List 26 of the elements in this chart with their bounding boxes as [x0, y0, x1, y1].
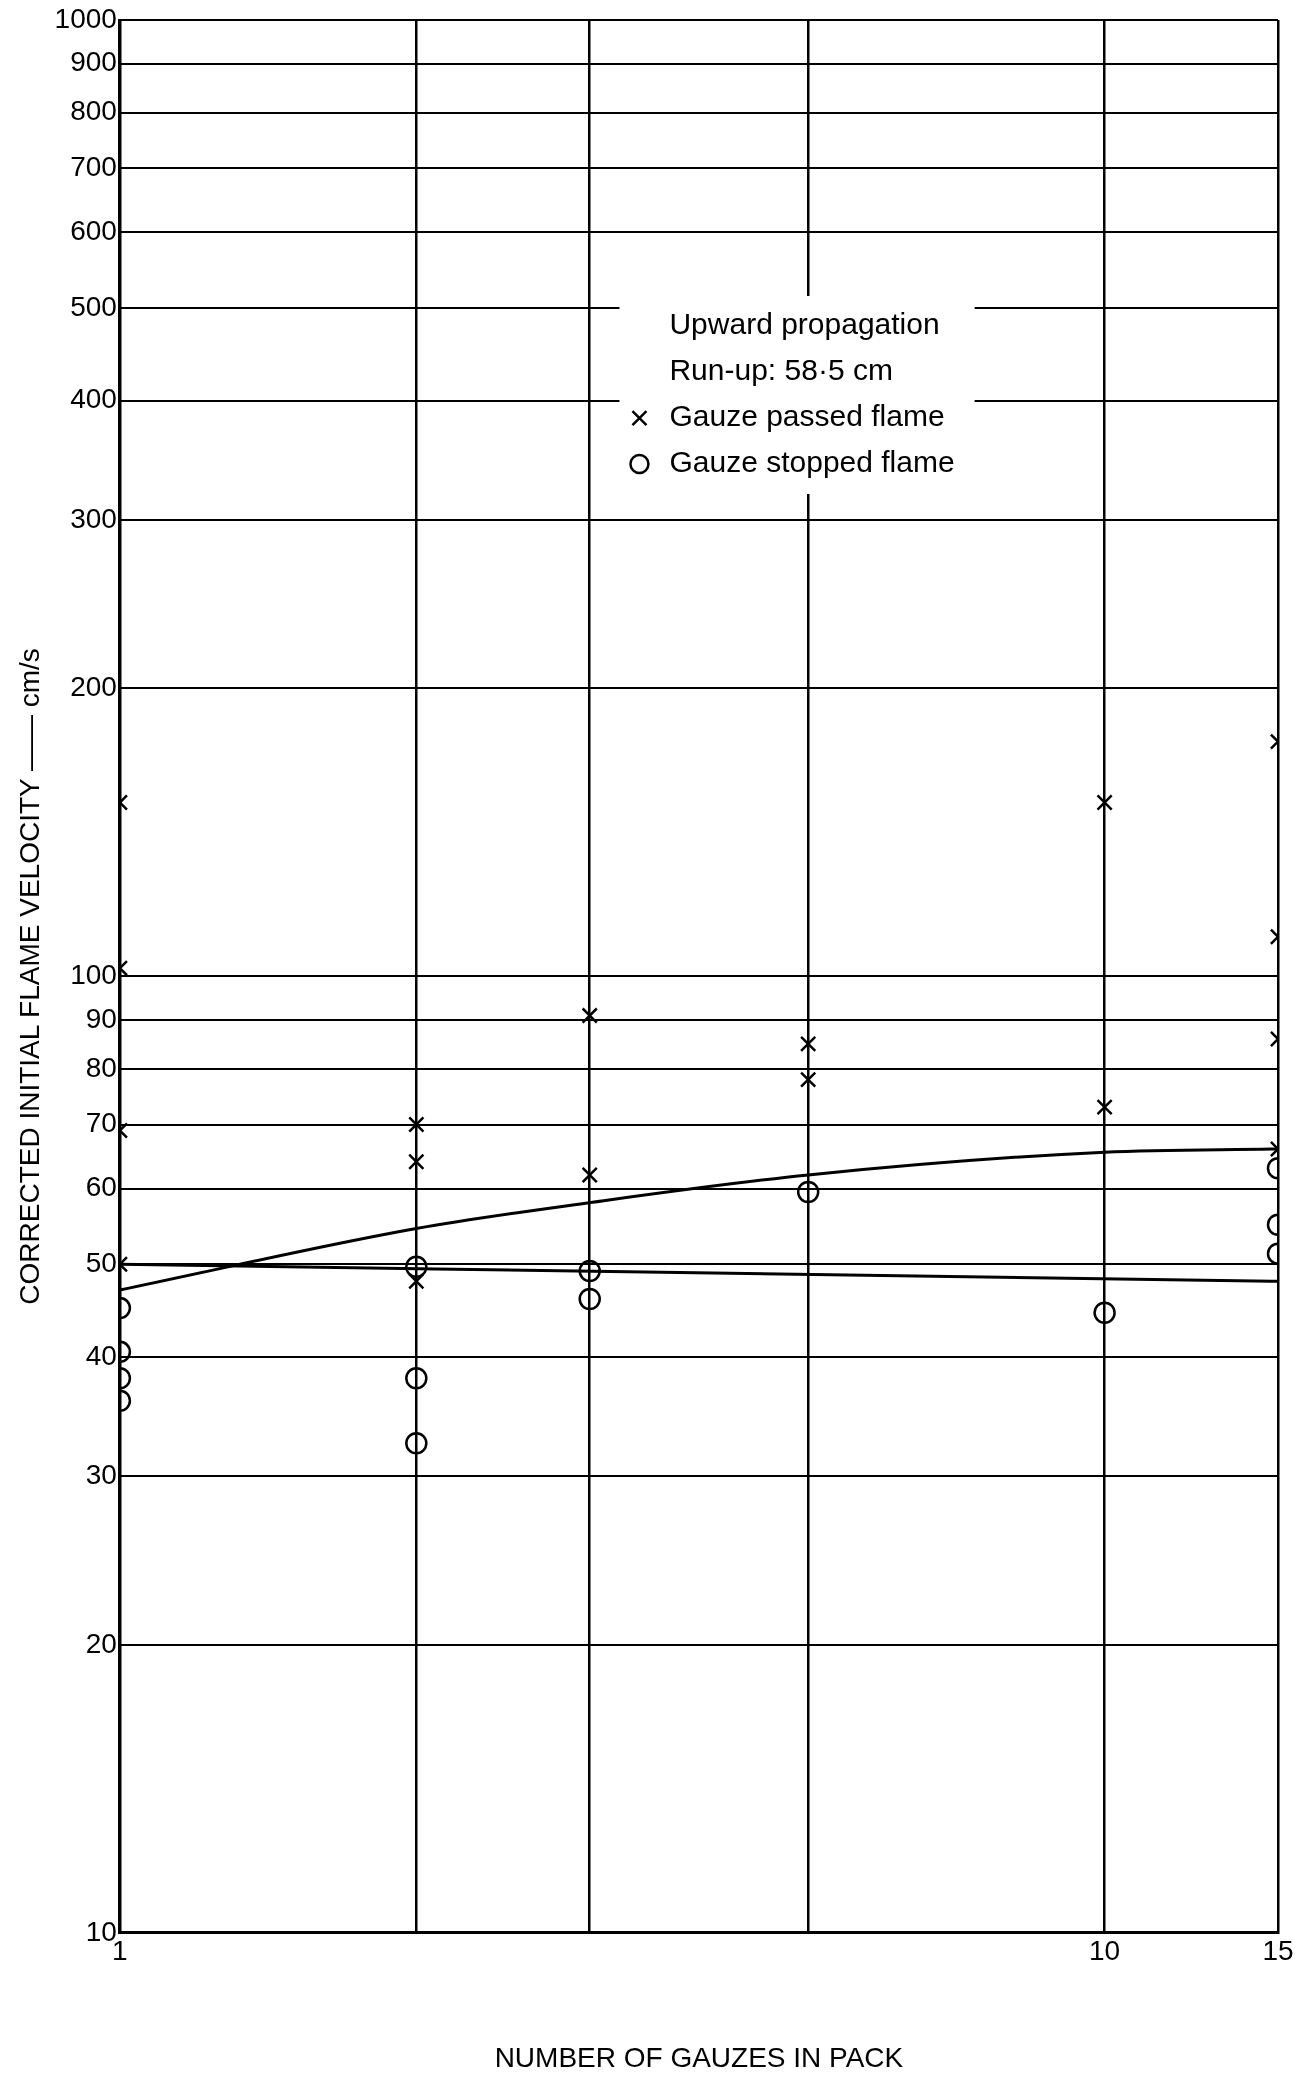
y-tick-label: 800: [70, 95, 117, 127]
y-tick-label: 40: [85, 1339, 117, 1371]
y-tick-label: 300: [70, 502, 117, 534]
x-tick-label: 15: [1262, 1935, 1294, 1967]
legend-label: Gauze stopped flame: [669, 445, 955, 479]
y-tick-label: 700: [70, 150, 117, 182]
y-axis-title: CORRECTED INITIAL FLAME VELOCITY —— cm/s: [13, 648, 45, 1305]
y-tick-label: 400: [70, 383, 117, 415]
x-axis-title: NUMBER OF GAUZES IN PACK: [494, 2041, 904, 2073]
x-tick-label: 10: [1089, 1935, 1121, 1967]
y-tick-label: 80: [85, 1051, 117, 1083]
y-tick-label: 100: [70, 959, 117, 991]
legend-label: Gauze passed flame: [669, 399, 945, 433]
y-tick-label: 200: [70, 671, 117, 703]
y-tick-label: 600: [70, 214, 117, 246]
annotation: Run-up: 58·5 cm: [669, 353, 893, 387]
y-tick-label: 500: [70, 290, 117, 322]
y-tick-label: 30: [85, 1459, 117, 1491]
y-tick-label: 90: [85, 1002, 117, 1034]
y-tick-label: 20: [85, 1627, 117, 1659]
y-tick-label: 70: [85, 1107, 117, 1139]
y-tick-label: 900: [70, 46, 117, 78]
annotation: Upward propagation: [669, 307, 940, 341]
y-tick-label: 60: [85, 1171, 117, 1203]
y-tick-label: 1000: [54, 2, 117, 34]
y-tick-label: 50: [85, 1247, 117, 1279]
